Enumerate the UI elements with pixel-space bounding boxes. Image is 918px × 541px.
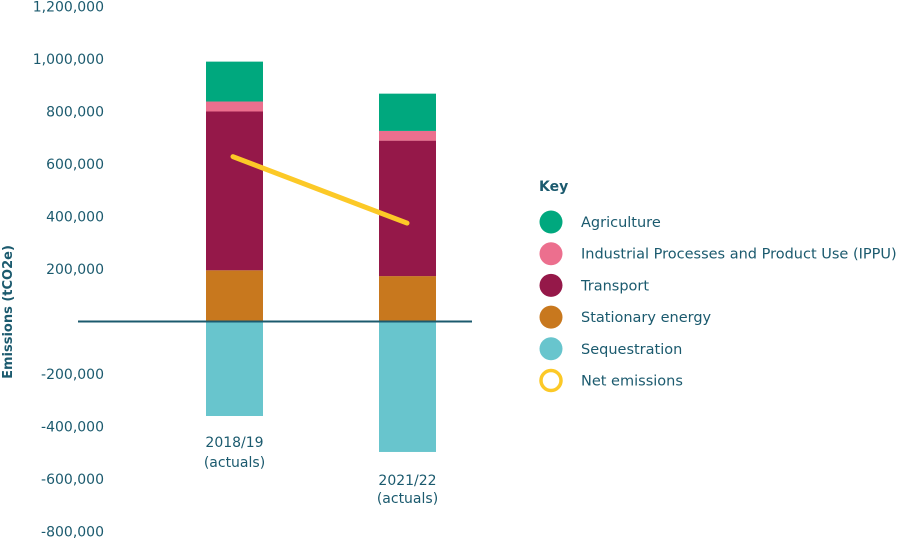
y-tick-label: 400,000 [46, 210, 104, 226]
net-emissions-line [230, 154, 410, 226]
legend-dot-icon [539, 210, 563, 234]
y-tick-label: -200,000 [41, 367, 104, 383]
y-axis-label: Emissions (tCO2e) [1, 245, 16, 379]
legend-ring-icon [539, 368, 563, 393]
bar-agriculture [379, 93, 436, 131]
bar-stationary-energy [379, 276, 436, 322]
bar-industrial-processes-and-product-use-ippu [379, 130, 436, 141]
y-tick-label: 200,000 [46, 262, 104, 278]
legend-dot-icon [539, 242, 563, 266]
legend-dot-icon [539, 273, 563, 297]
legend: Key Agriculture Industrial Processes and … [539, 179, 897, 393]
y-tick-label: 1,200,000 [33, 0, 104, 16]
legend-label: Stationary energy [581, 310, 712, 326]
legend-dot-icon [539, 337, 563, 361]
bar-sequestration [206, 321, 263, 416]
y-tick-label: 1,000,000 [33, 52, 104, 68]
legend-label: Agriculture [581, 215, 661, 231]
y-tick-label: 800,000 [46, 105, 104, 121]
legend-title: Key [539, 179, 568, 195]
y-tick-label: -400,000 [41, 420, 104, 436]
bar-stationary-energy [206, 270, 263, 322]
legend-label: Sequestration [581, 342, 682, 358]
category-labels: 2018/19 (actuals) 2021/22 (actuals) [204, 435, 438, 507]
category-label: 2021/22 [378, 473, 436, 489]
bar-transport [206, 111, 263, 271]
legend-label: Transport [580, 278, 649, 294]
y-axis: 1,200,000 1,000,000 800,000 600,000 400,000 2… [33, 0, 104, 541]
bar-agriculture [206, 61, 263, 102]
legend-dot-icon [539, 305, 563, 329]
category-label: (actuals) [204, 455, 265, 471]
category-label: 2018/19 [205, 435, 263, 451]
bars [206, 61, 436, 452]
y-tick-label: -800,000 [41, 525, 104, 541]
y-tick-label: 600,000 [46, 157, 104, 173]
bar-industrial-processes-and-product-use-ippu [206, 101, 263, 112]
legend-label: Net emissions [581, 374, 683, 390]
bar-transport [379, 140, 436, 277]
net-emissions-line-group [230, 154, 410, 226]
legend-label: Industrial Processes and Product Use (IP… [581, 247, 897, 263]
y-tick-label: -600,000 [41, 472, 104, 488]
bar-sequestration [379, 321, 436, 452]
category-label: (actuals) [377, 491, 438, 507]
